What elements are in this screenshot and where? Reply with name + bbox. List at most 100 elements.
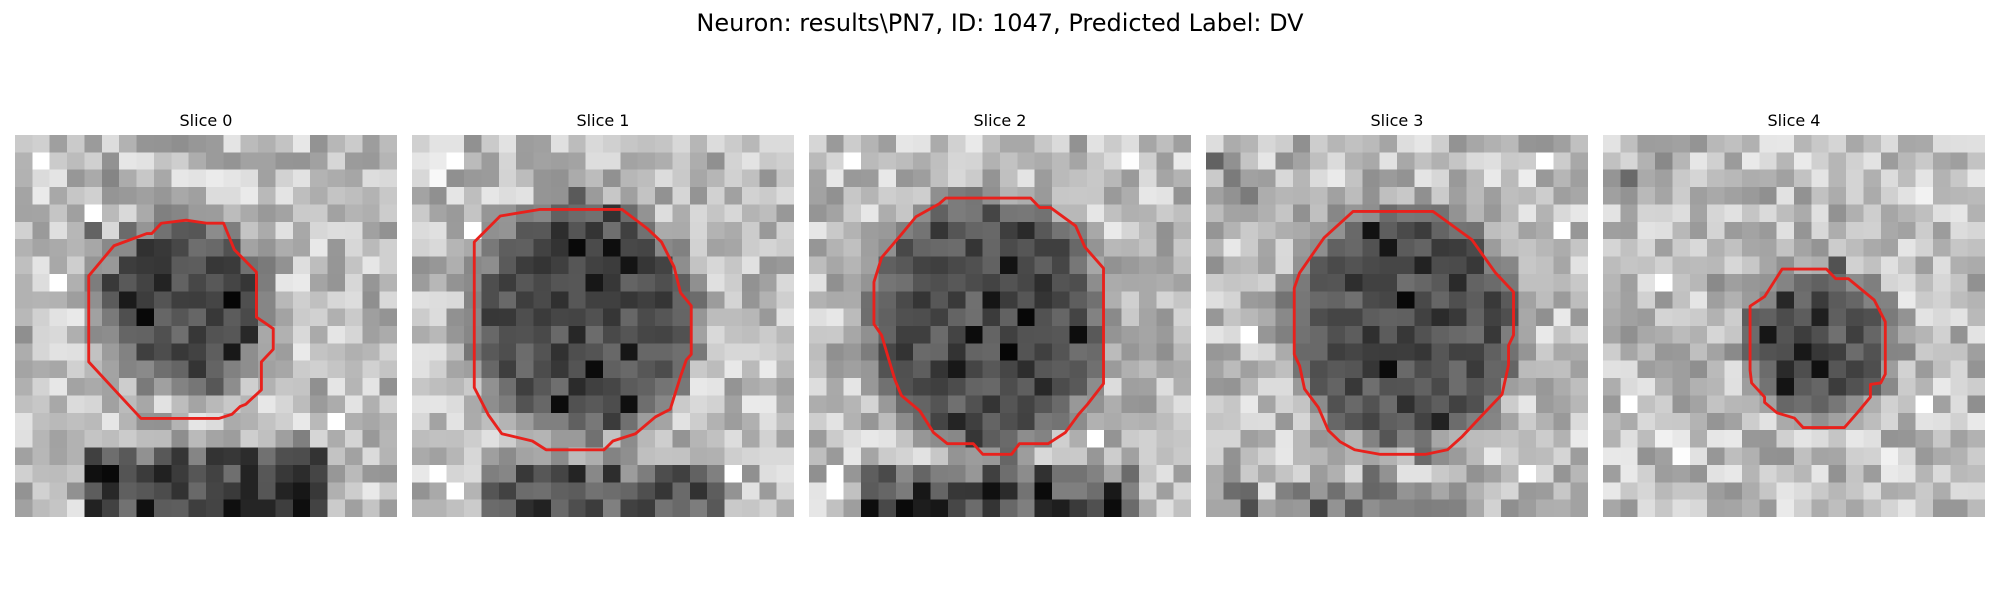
- pixel: [275, 291, 294, 309]
- pixel: [1620, 221, 1638, 240]
- pixel: [67, 239, 85, 257]
- pixel: [1898, 447, 1916, 466]
- pixel: [1603, 464, 1621, 483]
- pixel: [1672, 464, 1691, 483]
- pixel: [1863, 204, 1882, 223]
- pixel: [240, 430, 259, 448]
- pixel: [965, 256, 983, 275]
- pixel: [895, 343, 914, 361]
- pixel: [344, 187, 363, 205]
- pixel: [1275, 221, 1294, 240]
- pixel: [67, 187, 85, 205]
- pixel: [1950, 464, 1968, 483]
- pixel: [1173, 152, 1191, 170]
- pixel: [1344, 360, 1363, 379]
- pixel: [1483, 291, 1502, 309]
- pixel: [1570, 482, 1588, 500]
- pixel: [362, 447, 380, 466]
- pixel: [1620, 430, 1638, 448]
- pixel: [1156, 343, 1174, 361]
- pixel: [1258, 482, 1276, 500]
- pixel: [1828, 221, 1847, 240]
- pixel: [1240, 499, 1259, 517]
- pixel: [258, 273, 276, 292]
- pixel: [1104, 499, 1122, 517]
- pixel: [672, 482, 691, 500]
- pixel: [707, 482, 725, 500]
- pixel: [15, 378, 33, 396]
- pixel: [223, 430, 241, 448]
- pixel: [258, 169, 276, 188]
- pixel: [759, 378, 777, 396]
- pixel: [1034, 273, 1053, 292]
- pixel: [32, 412, 50, 431]
- pixel: [1846, 308, 1864, 327]
- pixel: [67, 447, 85, 466]
- pixel: [1292, 430, 1311, 448]
- pixel: [223, 273, 241, 292]
- pixel: [741, 204, 760, 223]
- pixel: [689, 412, 708, 431]
- pixel: [1672, 256, 1691, 275]
- pixel: [1620, 395, 1638, 414]
- pixel: [1397, 291, 1415, 309]
- pixel: [206, 360, 224, 379]
- pixel: [913, 152, 931, 170]
- pixel: [1362, 464, 1380, 483]
- pixel: [982, 187, 1001, 205]
- pixel: [809, 152, 827, 170]
- pixel: [637, 256, 656, 275]
- pixel: [930, 221, 949, 240]
- pixel: [826, 273, 844, 292]
- pixel: [1034, 412, 1053, 431]
- pixel: [1570, 395, 1588, 414]
- pixel: [1121, 256, 1140, 275]
- pixel: [153, 326, 172, 344]
- pixel: [223, 482, 241, 500]
- pixel: [1898, 326, 1916, 344]
- pixel: [1950, 360, 1968, 379]
- pixel: [1466, 221, 1485, 240]
- pixel: [223, 378, 241, 396]
- pixel: [878, 256, 897, 275]
- pixel: [895, 326, 914, 344]
- pixel: [1741, 152, 1760, 170]
- pixel: [327, 326, 346, 344]
- pixel: [637, 308, 656, 327]
- pixel: [84, 187, 103, 205]
- pixel: [1397, 239, 1415, 257]
- pixel: [930, 204, 949, 223]
- pixel: [1362, 499, 1380, 517]
- pixel: [1655, 308, 1673, 327]
- pixel: [1138, 412, 1157, 431]
- pixel: [223, 395, 241, 414]
- slice-4-image: [1603, 135, 1985, 517]
- pixel: [620, 412, 638, 431]
- pixel: [15, 169, 33, 188]
- pixel: [1637, 135, 1656, 153]
- pixel: [119, 169, 137, 188]
- pixel: [1414, 360, 1432, 379]
- pixel: [258, 239, 276, 257]
- pixel: [1553, 412, 1571, 431]
- pixel: [637, 464, 656, 483]
- slice-2-pixels: [809, 135, 1191, 517]
- pixel: [119, 135, 137, 153]
- pixel: [1759, 499, 1777, 517]
- pixel: [101, 221, 120, 240]
- pixel: [1689, 152, 1708, 170]
- pixel: [759, 482, 777, 500]
- pixel: [1655, 360, 1673, 379]
- pixel: [1275, 343, 1294, 361]
- pixel: [1000, 430, 1018, 448]
- pixel: [930, 464, 949, 483]
- pixel: [1967, 291, 1985, 309]
- pixel: [1932, 395, 1951, 414]
- pixel: [1327, 187, 1346, 205]
- pixel: [1258, 326, 1276, 344]
- pixel: [930, 273, 949, 292]
- pixel: [412, 447, 430, 466]
- pixel: [741, 239, 760, 257]
- pixel: [1535, 152, 1554, 170]
- pixel: [1689, 447, 1708, 466]
